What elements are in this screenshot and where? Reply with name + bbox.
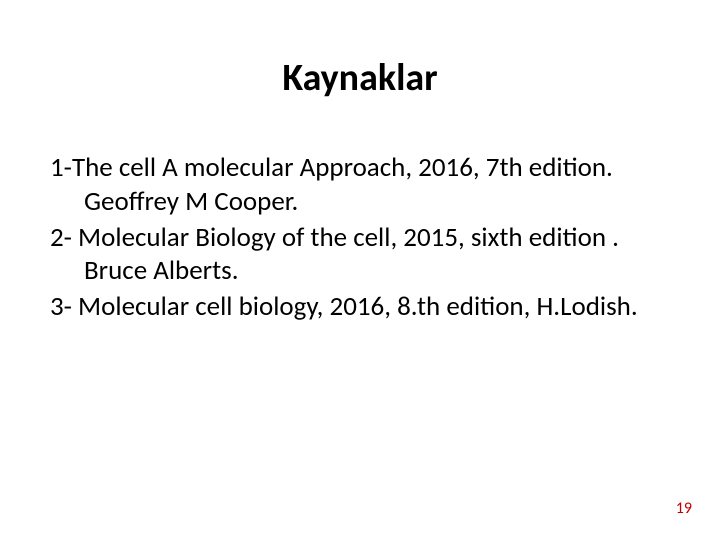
- reference-text: 2- Molecular Biology of the cell, 2015, …: [50, 221, 670, 289]
- reference-text: 1-The cell A molecular Approach, 2016, 7…: [50, 151, 670, 219]
- slide-container: Kaynaklar 1-The cell A molecular Approac…: [0, 0, 720, 540]
- reference-text: 3- Molecular cell biology, 2016, 8.th ed…: [50, 290, 670, 324]
- page-title: Kaynaklar: [50, 55, 670, 101]
- references-list: 1-The cell A molecular Approach, 2016, 7…: [50, 151, 670, 324]
- reference-item: 2- Molecular Biology of the cell, 2015, …: [50, 221, 670, 289]
- page-number: 19: [676, 499, 692, 518]
- reference-item: 1-The cell A molecular Approach, 2016, 7…: [50, 151, 670, 219]
- reference-item: 3- Molecular cell biology, 2016, 8.th ed…: [50, 290, 670, 324]
